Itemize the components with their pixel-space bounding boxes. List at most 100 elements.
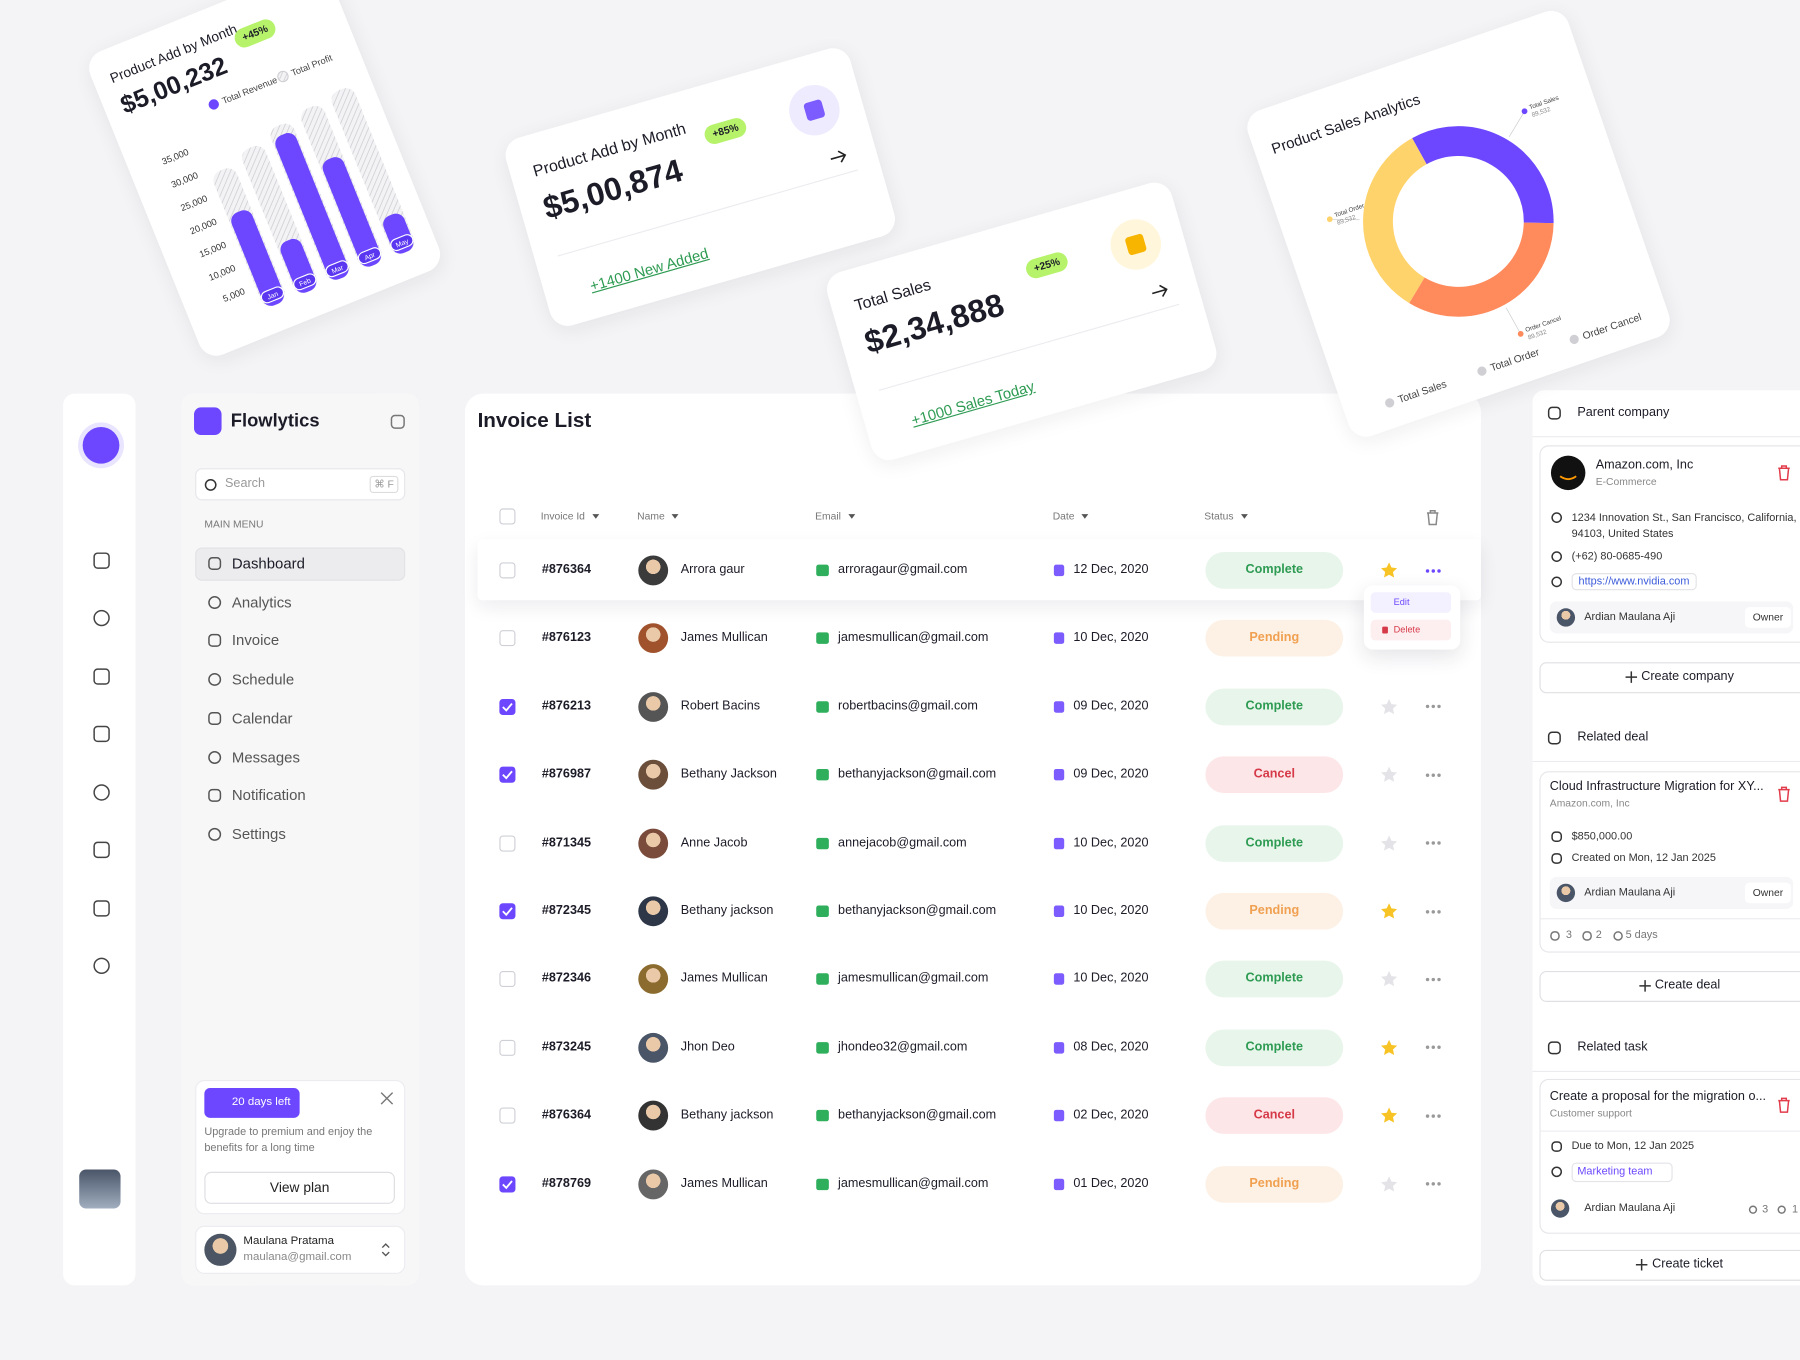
deal-company: Amazon.com, Inc [1549, 797, 1630, 809]
icon [1551, 853, 1563, 864]
x-tick-label: Feb [298, 277, 312, 288]
company-url: https://www.nvidia.com [1571, 573, 1697, 591]
icon [208, 789, 222, 803]
nav-item[interactable]: Messages [231, 747, 300, 766]
status-pill [1205, 1029, 1344, 1066]
icon-shape [1381, 835, 1398, 851]
task-title: Create a proposal for the migration o... [1549, 1089, 1767, 1104]
icon-shape [671, 514, 679, 519]
avatar [638, 828, 669, 859]
kpi-card: Total Sales $2,34,888 +25% +1000 Sales Toda… [822, 178, 1221, 465]
promo-badge [204, 1088, 300, 1118]
column-header[interactable]: Name [637, 510, 665, 522]
column-header[interactable]: Invoice Id [540, 510, 585, 522]
email-icon [816, 837, 829, 849]
icon-shape [1581, 930, 1592, 941]
leader-line [1329, 218, 1360, 221]
avatar [204, 1233, 237, 1266]
row-checkbox[interactable] [499, 630, 516, 647]
column-header[interactable]: Date [1052, 510, 1075, 522]
trash-icon [1778, 465, 1790, 481]
nav-item[interactable]: Dashboard [231, 554, 305, 572]
icon [92, 899, 110, 917]
column-header[interactable]: Email [815, 510, 841, 522]
icon [1551, 551, 1563, 562]
deal-stat: 2 [1595, 928, 1602, 942]
icon-shape [1778, 786, 1790, 802]
customer-email: jamesmullican@gmail.com [838, 971, 989, 986]
customer-email: arroragaur@gmail.com [838, 562, 968, 577]
delete-option[interactable] [1370, 619, 1452, 641]
leader-line [1508, 111, 1525, 138]
label-dot [1517, 331, 1523, 337]
icon [390, 414, 405, 429]
avatar [638, 1169, 669, 1199]
arrow-icon [1152, 284, 1168, 297]
icon-shape [208, 557, 222, 571]
create-button[interactable] [1539, 1249, 1800, 1281]
star-icon [1381, 835, 1398, 851]
avatar [638, 759, 669, 790]
row-checkbox[interactable] [499, 1039, 516, 1056]
icon-shape [1778, 465, 1790, 481]
status-label: Cancel [1253, 767, 1295, 782]
row-checkbox[interactable] [499, 1175, 516, 1192]
nav-item[interactable]: Notification [231, 786, 306, 804]
icon [1551, 1166, 1563, 1178]
row-checkbox[interactable] [499, 971, 516, 988]
search-placeholder: Search [225, 476, 266, 491]
icon-shape [1551, 576, 1563, 588]
create-button[interactable] [1539, 970, 1800, 1002]
icon [208, 595, 222, 609]
icon-shape [1547, 1041, 1561, 1055]
create-button[interactable] [1539, 662, 1800, 694]
view-plan-button[interactable] [204, 1171, 395, 1204]
customer-name: James Mullican [680, 971, 768, 986]
invoice-date: 08 Dec, 2020 [1073, 1040, 1149, 1054]
x-tick-label: Mar [330, 264, 344, 275]
menu-section: MAIN MENU [204, 518, 264, 530]
nav-item[interactable]: Schedule [231, 670, 295, 688]
y-tick-label: 15,000 [197, 239, 227, 259]
customer-email: bethanyjackson@gmail.com [838, 1108, 997, 1122]
more-dot [1430, 705, 1435, 709]
more-dot [1430, 841, 1435, 845]
trash-icon [1778, 1097, 1790, 1113]
icon [204, 478, 216, 491]
check-mark [502, 702, 513, 712]
more-dot [1425, 1045, 1429, 1050]
edit-label: Edit [1393, 597, 1410, 608]
star-icon [1381, 971, 1398, 987]
nav-item[interactable]: Invoice [231, 631, 280, 650]
customer-name: Bethany Jackson [680, 767, 777, 782]
legend-label: Total Order [1489, 347, 1541, 374]
more-dot [1436, 1114, 1441, 1118]
row-checkbox[interactable] [499, 1107, 516, 1124]
row-checkbox[interactable] [499, 903, 516, 920]
status-pill [1205, 1165, 1344, 1203]
row-checkbox[interactable] [499, 766, 516, 783]
sort-caret [671, 514, 679, 519]
nav-item[interactable]: Analytics [231, 593, 292, 611]
row-checkbox[interactable] [499, 562, 516, 579]
nav-item[interactable]: Calendar [231, 709, 293, 727]
deal-created: Created on Mon, 12 Jan 2025 [1571, 851, 1716, 865]
header-checkbox[interactable] [499, 508, 516, 525]
customer-name: Bethany jackson [680, 903, 774, 918]
nav-active[interactable] [195, 547, 406, 581]
row-checkbox[interactable] [499, 835, 516, 852]
icon [92, 725, 110, 742]
icon [208, 827, 222, 841]
row-checkbox[interactable] [499, 698, 516, 715]
search-shortcut: ⌘ F [369, 475, 399, 493]
more-dot [1430, 1045, 1435, 1050]
nav-item[interactable]: Settings [231, 825, 286, 843]
email-icon [816, 564, 829, 577]
legend-swatch [1384, 398, 1394, 408]
column-header[interactable]: Status [1204, 510, 1234, 522]
x-tick-label: May [394, 237, 409, 249]
more-dot [1425, 977, 1429, 982]
invoice-date: 12 Dec, 2020 [1073, 562, 1149, 577]
customer-email: robertbacins@gmail.com [838, 699, 978, 713]
edit-option[interactable] [1370, 592, 1452, 613]
